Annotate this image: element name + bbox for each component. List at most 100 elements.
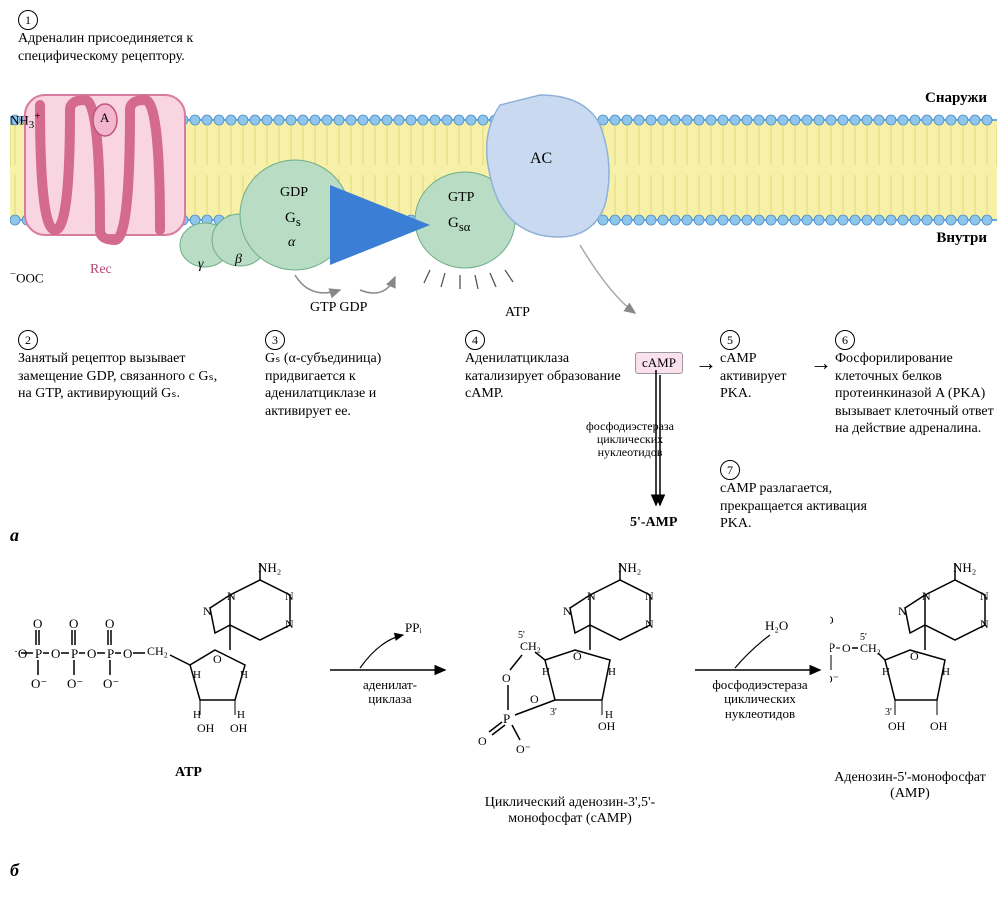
step3-text: Gₛ (α-субъединица) придвигается к аденил…: [265, 351, 381, 419]
svg-text:CH₂: CH₂: [520, 639, 541, 653]
step4-marker: 4: [465, 330, 485, 350]
step5: 5 cAMP активирует PKA.: [720, 330, 810, 403]
svg-text:O: O: [530, 692, 539, 706]
svg-text:O: O: [51, 646, 60, 661]
gamma-label: γ: [198, 257, 204, 273]
svg-text:H: H: [542, 666, 550, 678]
svg-text:O: O: [830, 613, 834, 627]
enz1-label: аденилат- циклаза: [340, 678, 440, 707]
svg-text:3': 3': [550, 707, 557, 718]
svg-text:N: N: [980, 589, 989, 603]
svg-text:H: H: [605, 709, 613, 721]
svg-text:P: P: [830, 640, 835, 655]
step3-marker: 3: [265, 330, 285, 350]
svg-text:OH: OH: [598, 719, 616, 733]
beta-label: β: [235, 252, 242, 268]
svg-text:O: O: [573, 649, 582, 663]
svg-text:H: H: [237, 709, 245, 721]
svg-text:NH₂: NH₂: [953, 560, 976, 575]
svg-text:N: N: [645, 589, 654, 603]
activation-rays: [424, 270, 513, 289]
a-ligand-label: A: [100, 110, 109, 126]
panel-a-letter: a: [10, 525, 19, 546]
step2-marker: 2: [18, 330, 38, 350]
svg-text:N: N: [922, 589, 931, 603]
svg-text:N: N: [203, 604, 212, 618]
svg-text:O⁻: O⁻: [830, 672, 839, 686]
svg-text:CH₂: CH₂: [860, 641, 881, 655]
step2-text: Занятый рецептор вызывает замещение GDP,…: [18, 351, 217, 401]
svg-text:NH₂: NH₂: [258, 560, 281, 575]
step2: 2 Занятый рецептор вызывает замещение GD…: [18, 330, 228, 403]
svg-text:O: O: [33, 616, 42, 631]
arrow-camp-to-pka: →: [695, 352, 717, 374]
svg-text:O⁻: O⁻: [31, 676, 47, 691]
step6-text: Фосфорилирование клеточных белков протеи…: [835, 351, 994, 436]
svg-text:O: O: [502, 671, 511, 685]
panel-a: 1 Адреналин присоединяется к специфическ…: [10, 10, 997, 550]
svg-text:O: O: [910, 649, 919, 663]
svg-text:CH₂: CH₂: [147, 644, 168, 658]
step1: 1 Адреналин присоединяется к специфическ…: [18, 10, 248, 65]
gtp-label: GTP: [448, 190, 474, 206]
step5-marker: 5: [720, 330, 740, 350]
svg-text:N: N: [227, 589, 236, 603]
step6: 6 Фосфорилирование клеточных белков прот…: [835, 330, 995, 438]
svg-text:N: N: [587, 589, 596, 603]
step1-marker: 1: [18, 10, 38, 30]
svg-text:P: P: [35, 646, 42, 661]
svg-text:H: H: [608, 666, 616, 678]
atp-structure: NH₂ N N N N O H H H H OH OH CH₂ O P O: [15, 560, 325, 790]
five-amp-label: 5'-AMP: [630, 515, 677, 531]
amp-name: Аденозин-5'-монофосфат (AMP): [820, 770, 1000, 802]
h2o-label: H₂O: [765, 618, 788, 634]
ac-label: AC: [530, 150, 552, 168]
ppi-label: PPᵢ: [405, 620, 422, 636]
svg-text:N: N: [563, 604, 572, 618]
step5-text: cAMP активирует PKA.: [720, 351, 787, 401]
svg-text:O⁻: O⁻: [103, 676, 119, 691]
gdp-label: GDP: [280, 185, 308, 201]
svg-text:OH: OH: [230, 721, 248, 735]
svg-text:P: P: [107, 646, 114, 661]
gsa-label: Gsα: [448, 215, 470, 235]
svg-text:O: O: [105, 616, 114, 631]
svg-text:3': 3': [885, 707, 892, 718]
panel-b-letter: б: [10, 860, 19, 881]
gs-label: Gs: [285, 210, 301, 230]
step4-text: Аденилатциклаза катализирует образование…: [465, 351, 621, 401]
step1-text: Адреналин присоединяется к специфическом…: [18, 31, 193, 64]
svg-text:O⁻: O⁻: [67, 676, 83, 691]
svg-text:O: O: [478, 734, 487, 748]
svg-text:O: O: [69, 616, 78, 631]
pdiest-label: фосфодиэстераза циклических нуклеотидов: [570, 420, 690, 460]
svg-text:P: P: [503, 711, 510, 726]
svg-text:N: N: [898, 604, 907, 618]
panel-b: NH₂ N N N N O H H H H OH OH CH₂ O P O: [10, 560, 997, 900]
svg-text:O: O: [842, 641, 851, 655]
alpha-label: α: [288, 235, 295, 251]
svg-text:O⁻: O⁻: [516, 742, 531, 756]
rec-label: Rec: [90, 262, 112, 278]
membrane-diagram: []: [10, 65, 997, 315]
step4: 4 Аденилатциклаза катализирует образован…: [465, 330, 625, 403]
atp-name: ATP: [175, 765, 202, 781]
camp-name: Циклический аденозин-3',5'-монофосфат (c…: [455, 795, 685, 827]
svg-text:5': 5': [860, 632, 867, 643]
svg-text:⁻O: ⁻O: [15, 646, 27, 661]
step7-marker: 7: [720, 460, 740, 480]
svg-text:5': 5': [518, 630, 525, 641]
atp-label: ATP: [505, 305, 530, 321]
ooc-label: −OOC: [10, 268, 44, 286]
svg-text:H: H: [240, 669, 248, 681]
svg-text:N: N: [285, 617, 294, 631]
svg-text:OH: OH: [197, 721, 215, 735]
nh3-label: NH3+: [10, 110, 40, 131]
svg-text:O: O: [87, 646, 96, 661]
arrow-pka-to-step6: →: [810, 352, 832, 374]
amp-structure: NH₂ N N N N O H H OH OH 3' CH₂ 5' O P O …: [830, 560, 1000, 780]
step7-text: cAMP разлагается, прекращается активация…: [720, 481, 867, 531]
svg-text:H: H: [882, 666, 890, 678]
svg-text:P: P: [71, 646, 78, 661]
step3: 3 Gₛ (α-субъединица) придвигается к аден…: [265, 330, 445, 420]
